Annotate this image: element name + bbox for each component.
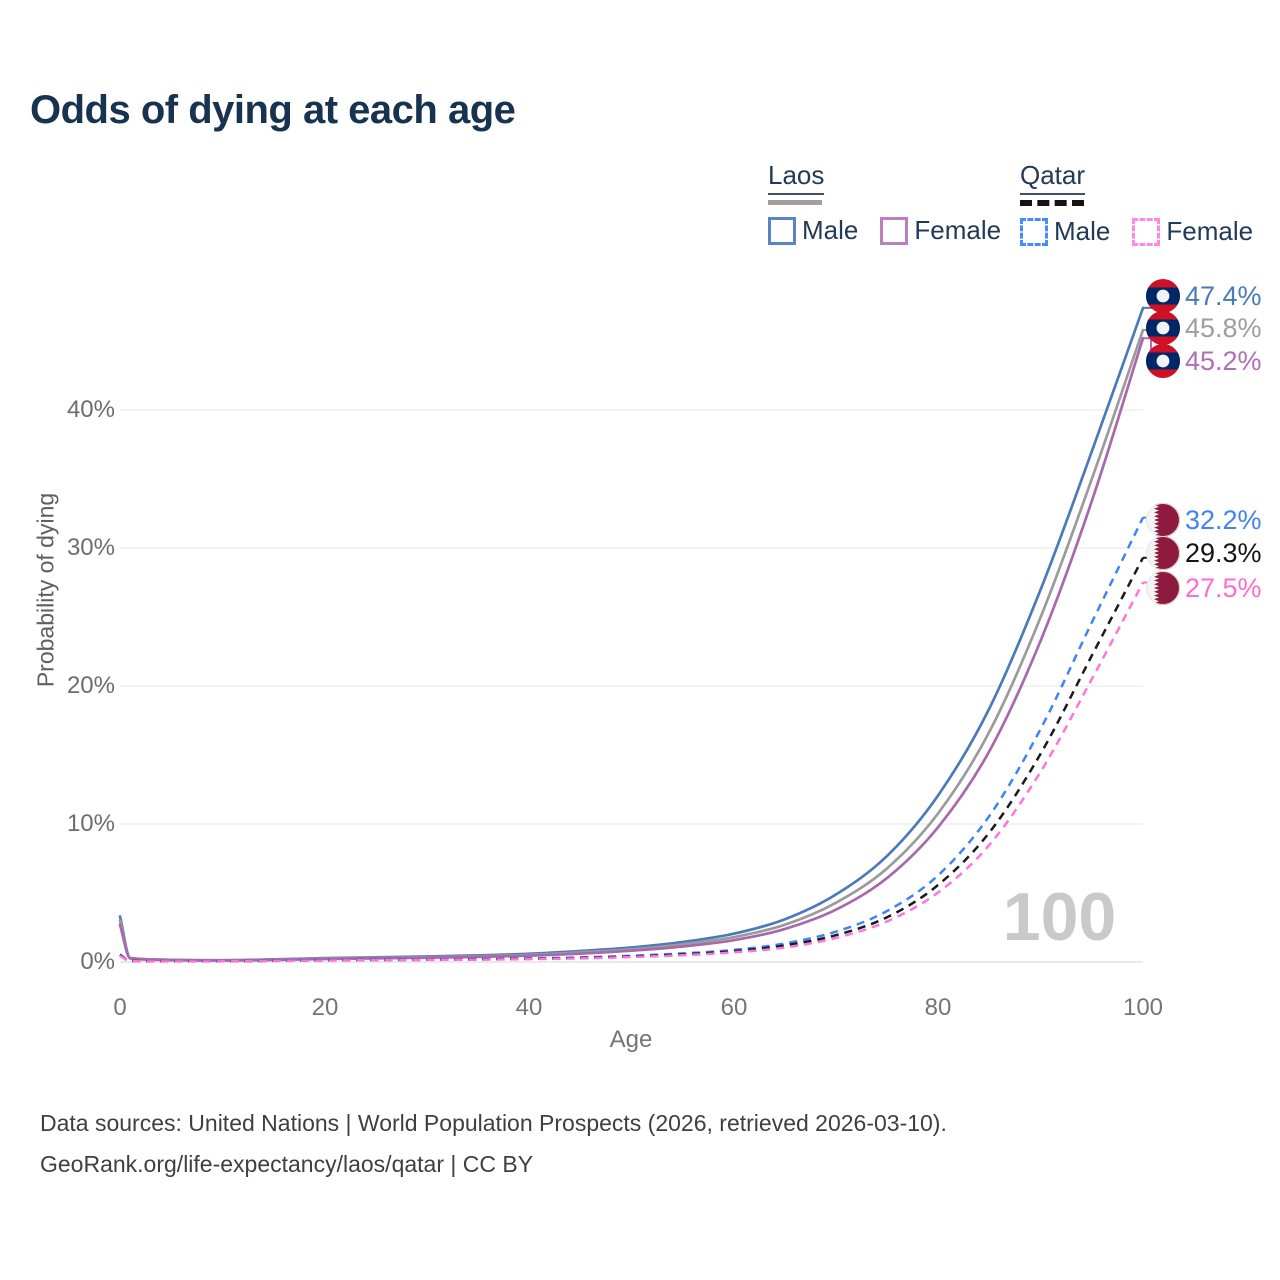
legend-item-laos-male[interactable]: Male xyxy=(768,215,858,246)
qatar-male-swatch-icon xyxy=(1020,217,1048,246)
x-axis-tick-60: 60 xyxy=(720,994,748,1021)
y-axis-tick-10: 10% xyxy=(66,810,115,837)
laos-flag-icon xyxy=(1146,311,1180,345)
y-axis-tick-0: 0% xyxy=(80,948,115,975)
x-axis-tick-80: 80 xyxy=(924,994,952,1021)
y-axis-title: Probability of dying xyxy=(32,492,59,688)
x-axis-tick-100: 100 xyxy=(1122,994,1164,1021)
end-label-qatar-female: 27.5% xyxy=(1146,571,1262,605)
laos-flag-icon xyxy=(1146,279,1180,313)
legend-label: Male xyxy=(802,215,859,245)
attribution-url-text: GeoRank.org/life-expectancy/laos/qatar |… xyxy=(40,1151,534,1177)
legend-group-laos: Laos Male Female xyxy=(768,160,1001,246)
line-laos-both[interactable] xyxy=(118,328,1145,962)
end-value: 29.3% xyxy=(1185,537,1262,568)
data-sources-text: Data sources: United Nations | World Pop… xyxy=(40,1110,947,1136)
x-axis-tick-0: 0 xyxy=(113,994,127,1021)
end-value: 45.8% xyxy=(1185,312,1262,343)
end-value: 47.4% xyxy=(1185,280,1262,311)
qatar-line-style-sample xyxy=(1020,200,1084,206)
qatar-flag-icon xyxy=(1146,503,1180,537)
end-value: 32.2% xyxy=(1185,504,1262,535)
y-axis-tick-30: 30% xyxy=(66,534,115,561)
x-axis-tick-40: 40 xyxy=(515,994,543,1021)
legend-item-qatar-male[interactable]: Male xyxy=(1020,216,1110,247)
y-axis-tick-20: 20% xyxy=(66,672,115,699)
legend-item-qatar-female[interactable]: Female xyxy=(1132,216,1253,247)
qatar-flag-icon xyxy=(1146,536,1180,570)
laos-flag-icon xyxy=(1146,344,1180,378)
legend-group-qatar: Qatar Male Female xyxy=(1020,160,1253,247)
legend-country-qatar[interactable]: Qatar xyxy=(1020,160,1086,195)
laos-female-swatch-icon xyxy=(880,216,909,245)
end-value: 27.5% xyxy=(1185,572,1262,603)
legend-item-laos-female[interactable]: Female xyxy=(880,215,1001,246)
laos-male-swatch-icon xyxy=(768,216,796,245)
legend-country-laos[interactable]: Laos xyxy=(768,160,825,195)
y-axis-tick-40: 40% xyxy=(66,396,115,423)
end-label-laos-both: 45.8% xyxy=(1146,311,1262,345)
end-label-qatar-male: 32.2% xyxy=(1146,503,1262,537)
hovered-age-watermark: 100 xyxy=(1002,879,1117,955)
end-value: 45.2% xyxy=(1185,345,1262,376)
legend-label: Female xyxy=(1166,216,1254,246)
page-title: Odds of dying at each age xyxy=(30,88,516,132)
line-laos-female[interactable] xyxy=(118,336,1145,962)
x-axis-title: Age xyxy=(609,1026,653,1053)
legend-label: Male xyxy=(1054,216,1111,246)
laos-line-style-sample xyxy=(768,200,822,205)
end-label-laos-male: 47.4% xyxy=(1146,279,1262,313)
line-laos-male[interactable] xyxy=(118,306,1145,962)
qatar-flag-icon xyxy=(1146,571,1180,605)
qatar-female-swatch-icon xyxy=(1132,217,1161,246)
legend-label: Female xyxy=(914,215,1002,245)
x-axis-tick-20: 20 xyxy=(311,994,339,1021)
end-label-qatar-both: 29.3% xyxy=(1146,536,1262,570)
series-lines xyxy=(118,306,1145,963)
end-label-laos-female: 45.2% xyxy=(1146,344,1262,378)
